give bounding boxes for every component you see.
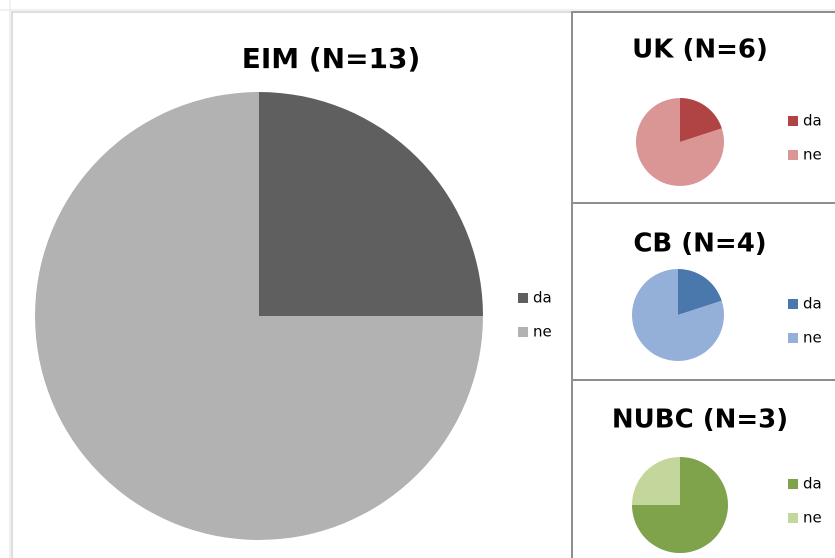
- legend-label: da: [803, 295, 822, 313]
- pie-slice: [680, 98, 722, 142]
- pie-slice: [678, 269, 722, 315]
- chart-title: UK (N=6): [632, 35, 768, 65]
- legend-swatch: [788, 333, 798, 343]
- legend-swatch: [788, 299, 798, 309]
- legend-label: ne: [803, 146, 822, 164]
- pie-slice: [35, 92, 483, 540]
- legend-label: ne: [803, 329, 822, 347]
- pie-slice: [632, 457, 680, 505]
- chart-title: EIM (N=13): [242, 42, 421, 75]
- chart-title: NUBC (N=3): [612, 405, 788, 435]
- chart-title: CB (N=4): [633, 229, 766, 259]
- legend-label: da: [803, 112, 822, 130]
- legend-label: da: [533, 289, 552, 307]
- legend-swatch: [518, 327, 528, 337]
- pie-slice: [636, 98, 724, 186]
- pie-slice: [259, 92, 483, 316]
- pie-slice: [631, 269, 724, 361]
- legend-label: ne: [803, 509, 822, 527]
- legend-swatch: [788, 513, 798, 523]
- legend-label: da: [803, 475, 822, 493]
- legend-swatch: [788, 150, 798, 160]
- legend-label: ne: [533, 323, 552, 341]
- legend-swatch: [518, 293, 528, 303]
- legend-swatch: [788, 116, 798, 126]
- legend-swatch: [788, 479, 798, 489]
